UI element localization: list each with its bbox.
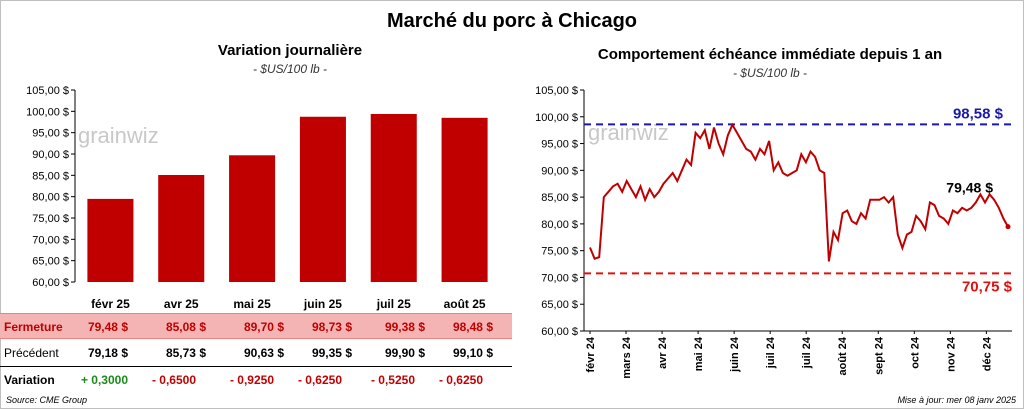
bar — [370, 113, 417, 282]
right-y-tick-label: 95,00 $ — [541, 139, 578, 151]
last-value-label: 79,48 $ — [946, 180, 993, 196]
right-chart-title: Comportement échéance immédiate depuis 1… — [597, 46, 943, 63]
right-y-tick-label: 65,00 $ — [541, 299, 578, 311]
close-cell-3: 89,70 $ — [243, 320, 284, 334]
right-y-tick-label: 60,00 $ — [541, 326, 578, 338]
left-y-tick-label: 75,00 $ — [32, 213, 69, 225]
right-x-tick-label: juil 24 — [801, 336, 813, 369]
right-y-tick-label: 70,00 $ — [541, 272, 578, 284]
left-x-tick-label: avr 25 — [164, 297, 199, 311]
bar — [87, 198, 134, 282]
watermark-left: grainwiz — [78, 123, 159, 148]
var-cell-2: - 0,6500 — [151, 373, 196, 387]
left-chart-subtitle: - $US/100 lb - — [252, 62, 328, 76]
right-y-tick-label: 80,00 $ — [541, 219, 578, 231]
right-x-tick-label: juin 24 — [729, 336, 741, 373]
prev-cell-2: 85,73 $ — [165, 346, 206, 360]
var-cell-3: - 0,9250 — [229, 373, 274, 387]
bar — [229, 155, 276, 282]
right-x-tick-label: déc 24 — [981, 336, 993, 371]
left-y-tick-label: 100,00 $ — [26, 106, 69, 118]
var-cell-5: - 0,5250 — [370, 373, 415, 387]
price-series-line — [589, 122, 1009, 262]
left-x-tick-label: mai 25 — [233, 297, 271, 311]
left-x-tick-label: juin 25 — [303, 297, 342, 311]
close-cell-5: 99,38 $ — [384, 320, 425, 334]
page-title: Marché du porc à Chicago — [386, 10, 638, 32]
prev-cell-4: 99,35 $ — [311, 346, 352, 360]
table-row-previous: Précédent 79,18 $ 85,73 $ 90,63 $ 99,35 … — [0, 340, 512, 366]
left-y-tick-label: 60,00 $ — [32, 277, 69, 289]
var-cell-4: - 0,6250 — [297, 373, 342, 387]
right-x-tick-label: sept 24 — [873, 336, 885, 375]
bar — [441, 117, 488, 282]
close-cell-2: 85,08 $ — [165, 320, 206, 334]
prev-cell-1: 79,18 $ — [87, 346, 128, 360]
right-x-tick-label: oct 24 — [909, 336, 921, 369]
left-chart-title: Variation journalière — [217, 42, 363, 59]
right-x-tick-label: mai 24 — [693, 336, 705, 371]
prev-cell-5: 99,90 $ — [384, 346, 425, 360]
table-row-close: Fermeture 79,48 $ 85,08 $ 89,70 $ 98,73 … — [0, 313, 512, 339]
prev-cell-3: 90,63 $ — [243, 346, 284, 360]
source-note: Source: CME Group — [6, 395, 88, 405]
bar — [158, 174, 205, 282]
bar — [299, 116, 346, 282]
right-x-tick-label: nov 24 — [945, 336, 957, 372]
close-cell-4: 98,73 $ — [311, 320, 352, 334]
min-value-label: 70,75 $ — [962, 278, 1013, 295]
left-y-tick-label: 95,00 $ — [32, 128, 69, 140]
left-y-tick-label: 85,00 $ — [32, 170, 69, 182]
table-row-variation: Variation + 0,3000 - 0,6500 - 0,9250 - 0… — [0, 366, 512, 392]
row-label-previous: Précédent — [4, 346, 59, 360]
left-x-tick-label: juil 25 — [376, 297, 411, 311]
update-note: Mise à jour: mer 08 janv 2025 — [897, 395, 1016, 405]
last-value-marker — [1005, 224, 1011, 230]
left-y-tick-label: 90,00 $ — [32, 149, 69, 161]
prev-cell-6: 99,10 $ — [452, 346, 493, 360]
right-chart-subtitle: - $US/100 lb - — [732, 66, 808, 80]
right-x-tick-label: juil 24 — [765, 336, 777, 369]
close-cell-1: 79,48 $ — [87, 320, 128, 334]
max-value-label: 98,58 $ — [953, 105, 1004, 122]
row-label-close: Fermeture — [4, 320, 63, 334]
left-y-tick-label: 80,00 $ — [32, 192, 69, 204]
var-cell-6: - 0,6250 — [438, 373, 483, 387]
right-x-tick-label: mars 24 — [621, 336, 633, 378]
left-y-tick-label: 70,00 $ — [32, 234, 69, 246]
left-x-tick-label: févr 25 — [91, 297, 130, 311]
right-y-tick-label: 100,00 $ — [535, 112, 578, 124]
right-y-tick-label: 105,00 $ — [535, 85, 578, 97]
right-y-tick-label: 85,00 $ — [541, 192, 578, 204]
right-y-tick-label: 75,00 $ — [541, 246, 578, 258]
right-x-tick-label: févr 24 — [585, 336, 597, 372]
row-label-variation: Variation — [4, 373, 55, 387]
left-y-tick-label: 65,00 $ — [32, 256, 69, 268]
left-x-tick-label: août 25 — [444, 297, 486, 311]
right-x-tick-label: août 24 — [837, 336, 849, 375]
right-y-tick-label: 90,00 $ — [541, 165, 578, 177]
close-cell-6: 98,48 $ — [452, 320, 493, 334]
var-cell-1: + 0,3000 — [80, 373, 128, 387]
left-y-tick-label: 105,00 $ — [26, 85, 69, 97]
right-x-tick-label: avr 24 — [657, 336, 669, 369]
